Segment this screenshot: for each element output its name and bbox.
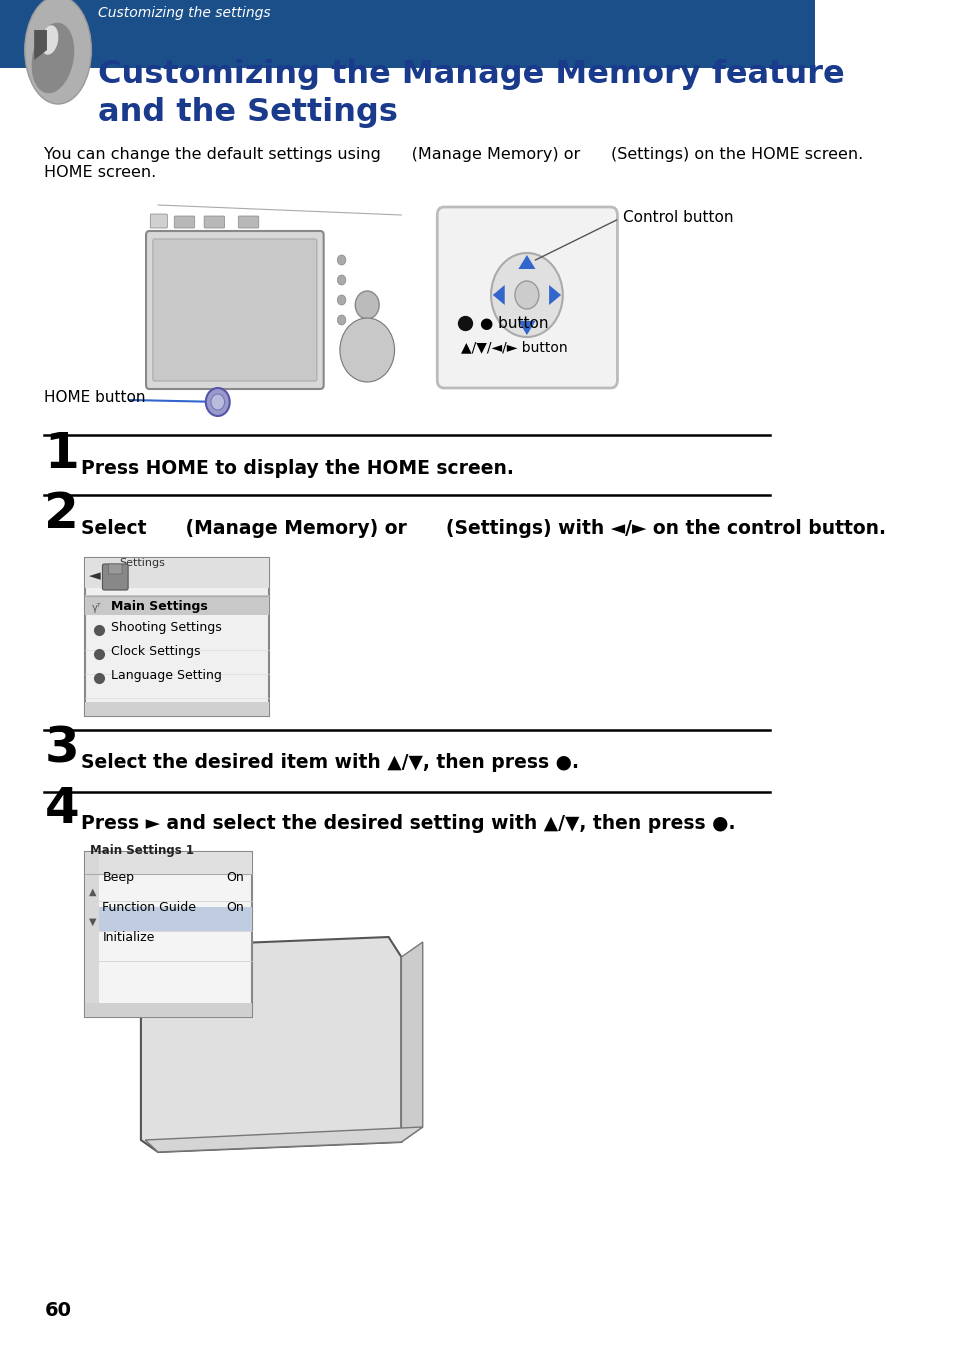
Circle shape: [355, 290, 378, 319]
Text: 4: 4: [45, 784, 79, 833]
Polygon shape: [517, 255, 535, 269]
Text: On: On: [226, 901, 244, 915]
FancyBboxPatch shape: [151, 214, 167, 228]
Text: On: On: [226, 871, 244, 883]
Text: Customizing the Manage Memory feature: Customizing the Manage Memory feature: [98, 58, 844, 90]
Text: Control button: Control button: [622, 210, 733, 225]
FancyBboxPatch shape: [86, 702, 269, 716]
Text: Select the desired item with ▲/▼, then press ●.: Select the desired item with ▲/▼, then p…: [81, 753, 578, 772]
FancyBboxPatch shape: [174, 216, 194, 228]
FancyBboxPatch shape: [436, 208, 617, 388]
Circle shape: [346, 326, 387, 375]
FancyBboxPatch shape: [152, 239, 316, 381]
Text: Beep: Beep: [102, 871, 134, 883]
Text: γᵀ: γᵀ: [92, 603, 102, 613]
Circle shape: [354, 334, 380, 366]
FancyBboxPatch shape: [86, 558, 269, 588]
Polygon shape: [34, 30, 47, 60]
FancyBboxPatch shape: [0, 0, 814, 68]
Ellipse shape: [25, 0, 91, 104]
Text: Select      (Manage Memory) or      (Settings) with ◄/► on the control button.: Select (Manage Memory) or (Settings) wit…: [81, 518, 885, 537]
Text: HOME screen.: HOME screen.: [45, 166, 156, 180]
Text: ▼: ▼: [89, 917, 96, 927]
Text: Press ► and select the desired setting with ▲/▼, then press ●.: Press ► and select the desired setting w…: [81, 814, 735, 833]
FancyBboxPatch shape: [86, 558, 269, 716]
Polygon shape: [145, 1128, 422, 1152]
FancyBboxPatch shape: [86, 852, 99, 1016]
Ellipse shape: [41, 26, 58, 54]
Circle shape: [339, 318, 395, 383]
FancyBboxPatch shape: [99, 906, 252, 931]
FancyBboxPatch shape: [238, 216, 258, 228]
Text: Language Setting: Language Setting: [111, 669, 222, 683]
Text: Main Settings 1: Main Settings 1: [90, 844, 193, 858]
Polygon shape: [401, 942, 422, 1143]
Ellipse shape: [31, 23, 74, 94]
FancyBboxPatch shape: [86, 852, 252, 1016]
Circle shape: [337, 294, 346, 305]
Text: 60: 60: [45, 1301, 71, 1320]
Text: and the Settings: and the Settings: [98, 96, 397, 128]
Polygon shape: [517, 322, 535, 335]
Circle shape: [337, 315, 346, 324]
Text: Settings: Settings: [119, 558, 165, 569]
FancyBboxPatch shape: [102, 565, 128, 590]
FancyBboxPatch shape: [86, 1003, 252, 1016]
Polygon shape: [549, 285, 560, 305]
Circle shape: [337, 255, 346, 265]
Text: 3: 3: [45, 725, 79, 772]
Polygon shape: [493, 285, 504, 305]
Text: Main Settings: Main Settings: [111, 600, 208, 613]
Circle shape: [206, 388, 230, 417]
FancyBboxPatch shape: [86, 594, 269, 615]
Text: ▲/▼/◄/► button: ▲/▼/◄/► button: [460, 341, 567, 354]
Circle shape: [360, 342, 374, 358]
Polygon shape: [141, 936, 401, 1152]
Text: Shooting Settings: Shooting Settings: [111, 622, 221, 634]
Circle shape: [515, 281, 538, 309]
Circle shape: [337, 275, 346, 285]
Text: Clock Settings: Clock Settings: [111, 645, 200, 658]
Text: 2: 2: [45, 490, 79, 537]
FancyBboxPatch shape: [109, 565, 122, 574]
Text: You can change the default settings using      (Manage Memory) or      (Settings: You can change the default settings usin…: [45, 147, 862, 161]
Text: ● button: ● button: [479, 315, 548, 331]
FancyBboxPatch shape: [146, 231, 323, 389]
Text: Press HOME to display the HOME screen.: Press HOME to display the HOME screen.: [81, 459, 514, 478]
Circle shape: [491, 252, 562, 337]
FancyBboxPatch shape: [86, 852, 252, 874]
Text: Initialize: Initialize: [102, 931, 154, 944]
Text: ▲: ▲: [89, 887, 96, 897]
Text: Customizing the settings: Customizing the settings: [98, 5, 271, 20]
Text: HOME button: HOME button: [45, 389, 146, 404]
FancyBboxPatch shape: [204, 216, 224, 228]
Text: 1: 1: [45, 430, 79, 478]
Text: Function Guide: Function Guide: [102, 901, 196, 915]
Circle shape: [211, 394, 224, 410]
Text: ◄: ◄: [89, 569, 100, 584]
